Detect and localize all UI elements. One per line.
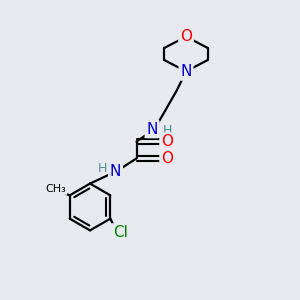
Text: N: N: [180, 64, 192, 79]
Text: O: O: [161, 134, 173, 149]
Text: Cl: Cl: [113, 225, 128, 240]
Text: O: O: [161, 151, 173, 166]
Text: H: H: [98, 162, 107, 175]
Text: H: H: [162, 124, 172, 137]
Text: N: N: [110, 164, 121, 178]
Text: O: O: [180, 29, 192, 44]
Text: CH₃: CH₃: [46, 184, 67, 194]
Text: N: N: [146, 122, 158, 136]
